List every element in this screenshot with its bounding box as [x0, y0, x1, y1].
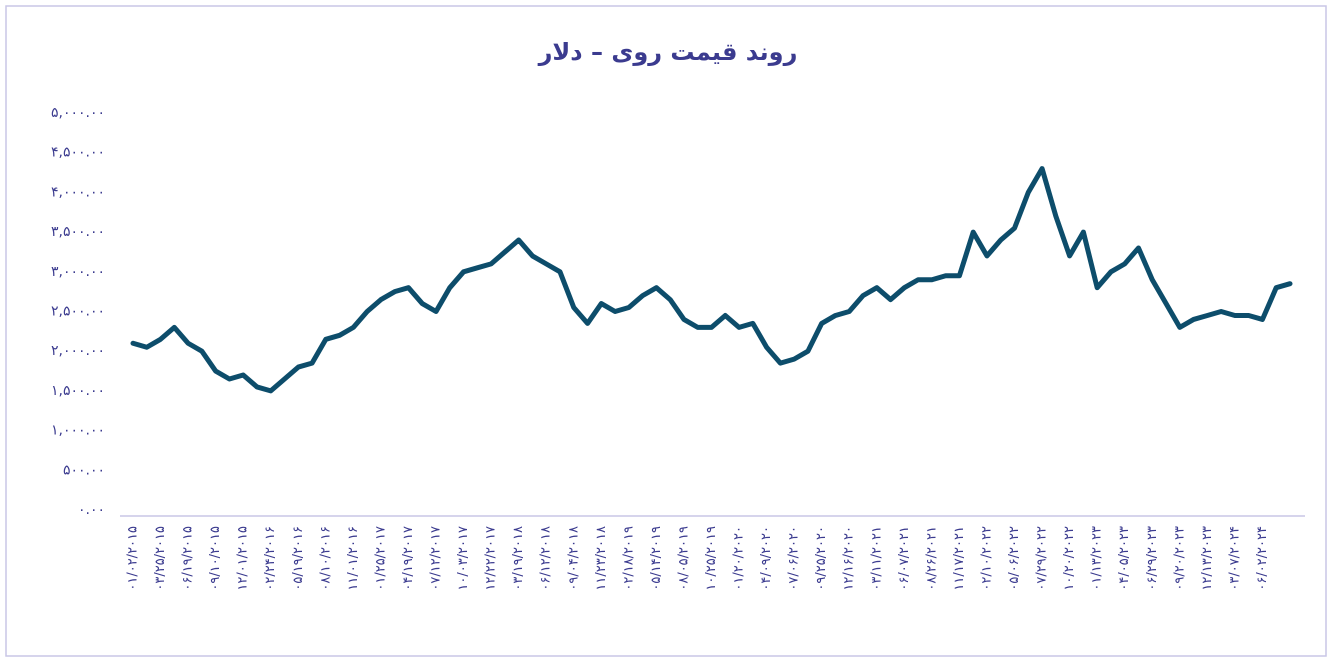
x-tick-label: ۰۱/۱۳/۲۰۲۳ [1090, 526, 1105, 591]
y-tick-label: ۲,۰۰۰.۰۰ [51, 343, 105, 359]
x-tick-label: ۰۲/۱۰/۲۰۲۲ [979, 526, 994, 591]
x-tick-label: ۰۴/۱۹/۲۰۱۷ [401, 526, 416, 591]
x-tick-label: ۰۶/۰۲/۲۰۲۴ [1255, 526, 1270, 591]
x-tick-label: ۰۲/۲۴/۲۰۱۶ [263, 526, 278, 591]
chart-title: روند قیمت روی – دلار [538, 38, 798, 66]
x-tick-label: ۰۷/۲۹/۲۰۲۲ [1035, 526, 1050, 591]
x-tick-label: ۱۲/۲۲/۲۰۱۷ [484, 526, 499, 591]
x-tick-label: ۰۳/۰۷/۲۰۲۴ [1227, 526, 1242, 591]
x-tick-label: ۱۰/۲۵/۲۰۱۹ [704, 526, 719, 591]
x-tick-label: ۰۱/۲۵/۲۰۱۷ [373, 526, 388, 591]
x-tick-label: ۱۲/۱۳/۲۰۲۳ [1200, 526, 1215, 591]
x-tick-label: ۰۸/۲۶/۲۰۲۱ [924, 526, 939, 591]
x-tick-label: ۰۸/۰۵/۲۰۱۹ [676, 526, 691, 591]
x-tick-label: ۰۳/۱۱/۲۰۲۱ [869, 526, 884, 591]
y-tick-label: ۰.۰۰ [78, 502, 105, 518]
x-tick-label: ۰۳/۱۹/۲۰۱۸ [511, 526, 526, 591]
y-tick-label: ۳,۰۰۰.۰۰ [51, 264, 105, 280]
x-tick-label: ۰۹/۱۰/۲۰۱۵ [208, 526, 223, 591]
x-tick-label: ۱۱/۲۳/۲۰۱۸ [594, 526, 609, 591]
x-tick-label: ۰۲/۱۸/۲۰۱۹ [621, 526, 636, 591]
x-tick-label: ۰۳/۲۵/۲۰۱۵ [153, 526, 168, 591]
x-tick-label: ۱۲/۱۶/۲۰۲۰ [842, 526, 857, 591]
y-tick-label: ۱,۰۰۰.۰۰ [51, 423, 105, 439]
x-tick-label: ۰۶/۰۷/۲۰۲۱ [897, 526, 912, 591]
x-tick-label: ۰۶/۱۲/۲۰۱۸ [539, 526, 554, 591]
x-tick-label: ۰۸/۱۰/۲۰۱۶ [318, 526, 333, 591]
y-tick-label: ۴,۰۰۰.۰۰ [51, 184, 105, 200]
x-tick-label: ۰۵/۱۹/۲۰۱۶ [291, 526, 306, 591]
x-tick-label: ۱۱/۰۱/۲۰۱۶ [346, 526, 361, 591]
x-tick-label: ۱۲/۰۱/۲۰۱۵ [236, 526, 251, 591]
chart-frame [5, 5, 1327, 657]
y-tick-label: ۵۰۰.۰۰ [63, 462, 105, 478]
x-tick-label: ۱۰/۲۰/۲۰۲۲ [1062, 526, 1077, 591]
x-tick-label: ۰۵/۰۶/۲۰۲۲ [1007, 526, 1022, 591]
x-tick-label: ۰۵/۱۴/۲۰۱۹ [649, 526, 664, 591]
x-tick-label: ۰۱/۰۲/۲۰۱۵ [126, 526, 141, 591]
x-tick-label: ۰۶/۲۹/۲۰۲۳ [1145, 526, 1160, 591]
y-tick-label: ۴,۵۰۰.۰۰ [51, 145, 105, 161]
x-tick-label: ۰۴/۰۵/۲۰۲۳ [1117, 526, 1132, 591]
x-tick-label: ۱۰/۰۳/۲۰۱۷ [456, 526, 471, 591]
x-tick-label: ۰۹/۰۴/۲۰۱۸ [566, 526, 581, 591]
x-tick-label: ۱۱/۱۷/۲۰۲۱ [952, 526, 967, 591]
price-line [130, 166, 1293, 394]
y-tick-label: ۳,۵۰۰.۰۰ [51, 224, 105, 240]
x-tick-label: ۰۹/۲۰/۲۰۲۳ [1172, 526, 1187, 591]
x-tick-label: ۰۶/۱۹/۲۰۱۵ [181, 526, 196, 591]
x-tick-label: ۰۷/۱۲/۲۰۱۷ [429, 526, 444, 591]
y-tick-label: ۵,۰۰۰.۰۰ [51, 105, 105, 121]
x-tick-label: ۰۱/۲۰/۲۰۲۰ [732, 526, 747, 591]
y-tick-label: ۲,۵۰۰.۰۰ [51, 304, 105, 320]
x-tick-label: ۰۴/۰۹/۲۰۲۰ [759, 526, 774, 591]
y-tick-label: ۱,۵۰۰.۰۰ [51, 383, 105, 399]
x-tick-label: ۰۹/۲۵/۲۰۲۰ [814, 526, 829, 591]
x-tick-label: ۰۷/۰۶/۲۰۲۰ [787, 526, 802, 591]
